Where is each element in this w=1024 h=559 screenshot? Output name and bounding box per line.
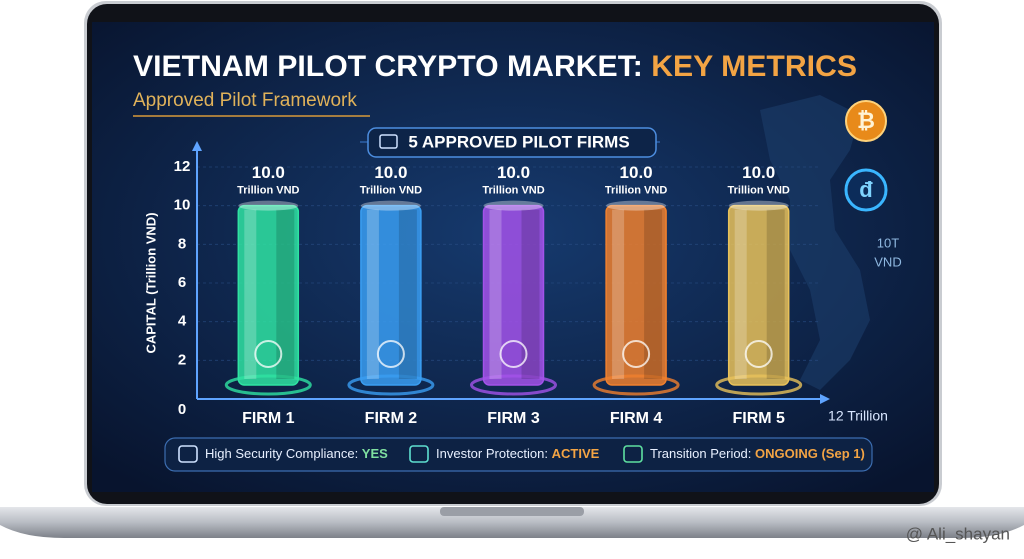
y-axis-arrow bbox=[192, 141, 202, 151]
x-tick-label: FIRM 2 bbox=[365, 410, 418, 427]
bar-shade bbox=[644, 209, 663, 379]
bar-cap bbox=[483, 200, 544, 211]
bar-cap bbox=[728, 200, 789, 211]
badge-icon bbox=[379, 134, 398, 149]
y-tick-label: 12 bbox=[174, 158, 191, 175]
bar-icon bbox=[254, 340, 283, 368]
x-axis-end-label: 12 Trillion bbox=[828, 408, 888, 424]
side-label: 10T bbox=[877, 235, 899, 250]
x-tick-label: FIRM 5 bbox=[732, 410, 785, 427]
y-tick-label: 2 bbox=[178, 351, 186, 368]
title: VIETNAM PILOT CRYPTO MARKET: KEY METRICS bbox=[133, 50, 857, 83]
value-unit: Trillion VND bbox=[482, 185, 544, 197]
plot: 0 2 4 6 8 10 12 10.0 Trillion VND FIRM 1 10.0 Trill… bbox=[174, 141, 865, 463]
value-label: 10.0 bbox=[620, 163, 653, 182]
badge-text: 5 APPROVED PILOT FIRMS bbox=[408, 132, 629, 151]
footer-status: ONGOING (Sep 1) bbox=[755, 446, 865, 461]
x-tick-label: FIRM 3 bbox=[487, 410, 540, 427]
footer-icon bbox=[178, 445, 198, 463]
footer-bar bbox=[164, 437, 873, 472]
bar bbox=[482, 204, 545, 386]
value-label: 10.0 bbox=[252, 163, 285, 182]
value-unit: Trillion VND bbox=[360, 185, 422, 197]
watermark: @ Ali_shayan bbox=[906, 524, 1010, 543]
bar-shade bbox=[398, 209, 417, 379]
bar-icon bbox=[376, 340, 405, 368]
footer-icon bbox=[623, 445, 643, 463]
bitcoin-symbol: ₿ bbox=[857, 108, 875, 133]
laptop-base bbox=[0, 507, 1024, 538]
footer-icon bbox=[409, 445, 429, 463]
footer-item: Transition Period: ONGOING (Sep 1) bbox=[650, 446, 865, 461]
footer-status: YES bbox=[362, 446, 388, 461]
trackpad-notch bbox=[440, 507, 584, 516]
bar-icon bbox=[499, 340, 528, 368]
map-shape bbox=[760, 95, 870, 390]
y-axis-title: CAPITAL (Trillion VND) bbox=[143, 212, 158, 353]
bar-highlight bbox=[612, 209, 625, 379]
footer-item: Investor Protection: ACTIVE bbox=[436, 446, 600, 461]
bar-shade bbox=[521, 209, 540, 379]
bar-cap bbox=[238, 200, 299, 211]
footer-status: ACTIVE bbox=[552, 446, 600, 461]
y-tick-label: 10 bbox=[174, 197, 191, 214]
x-axis-arrow bbox=[820, 394, 830, 404]
value-label: 10.0 bbox=[374, 163, 407, 182]
bar bbox=[237, 204, 300, 386]
footer-item: High Security Compliance: YES bbox=[205, 446, 388, 461]
bar-shade bbox=[766, 209, 785, 379]
value-label: 10.0 bbox=[742, 163, 775, 182]
title-highlight: KEY METRICS bbox=[651, 50, 857, 83]
dong-icon bbox=[844, 168, 888, 212]
y-tick-label: 4 bbox=[178, 313, 187, 330]
bar bbox=[360, 204, 422, 386]
bar-highlight bbox=[734, 209, 747, 379]
bar-highlight bbox=[244, 209, 257, 379]
value-unit: Trillion VND bbox=[605, 185, 667, 197]
footer-label: High Security Compliance: bbox=[205, 446, 362, 461]
value-label: 10.0 bbox=[497, 163, 530, 182]
bar-icon bbox=[622, 340, 651, 368]
dong-symbol: đ bbox=[859, 177, 873, 202]
y-tick-label: 6 bbox=[178, 274, 186, 291]
bar-highlight bbox=[489, 209, 502, 379]
y-tick-label: 0 bbox=[178, 401, 186, 418]
footer-label: Transition Period: bbox=[650, 446, 755, 461]
subtitle: Approved Pilot Framework bbox=[133, 90, 357, 111]
bar-cap bbox=[360, 200, 421, 211]
title-main: VIETNAM PILOT CRYPTO MARKET: bbox=[133, 50, 651, 83]
side-label: VND bbox=[874, 254, 901, 269]
bar-highlight bbox=[366, 209, 379, 379]
badge bbox=[367, 127, 657, 158]
y-tick-label: 8 bbox=[178, 235, 186, 252]
value-unit: Trillion VND bbox=[728, 185, 790, 197]
footer-label: Investor Protection: bbox=[436, 446, 552, 461]
value-unit: Trillion VND bbox=[237, 185, 299, 197]
bar-shade bbox=[276, 209, 295, 379]
x-tick-label: FIRM 4 bbox=[610, 410, 663, 427]
bar bbox=[605, 204, 667, 386]
bitcoin-icon bbox=[845, 100, 887, 142]
bar bbox=[727, 204, 790, 386]
x-tick-label: FIRM 1 bbox=[242, 410, 295, 427]
bar-icon bbox=[744, 340, 773, 368]
bar-cap bbox=[606, 200, 667, 211]
